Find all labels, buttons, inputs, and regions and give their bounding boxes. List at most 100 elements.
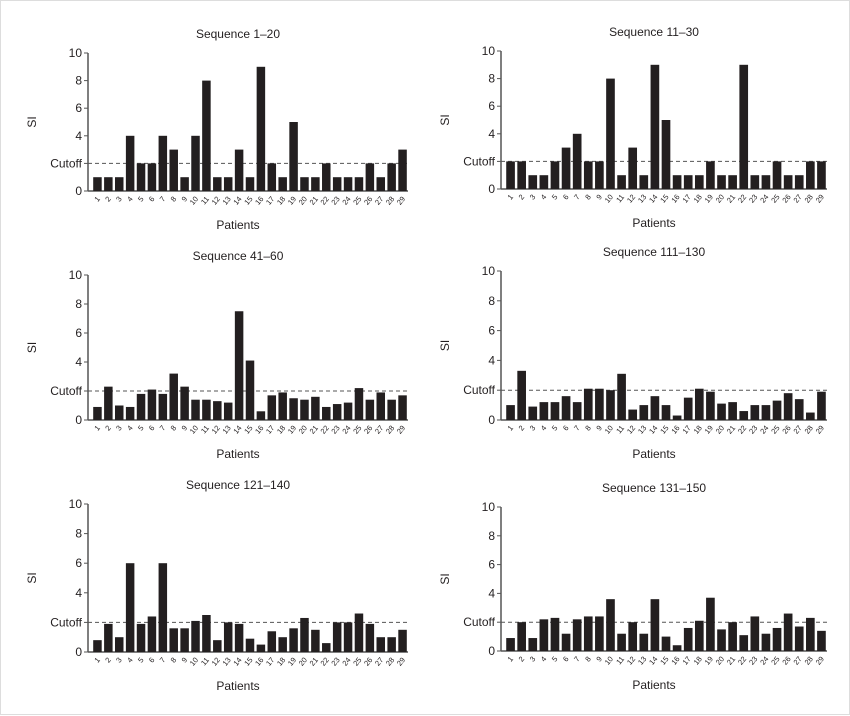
bar-patient-9 bbox=[180, 177, 189, 191]
x-tick-label: 4 bbox=[539, 193, 549, 202]
bar-patient-1 bbox=[93, 177, 102, 191]
x-tick-label: 29 bbox=[814, 655, 826, 667]
y-axis-label: SI bbox=[25, 116, 39, 127]
x-tick-label: 8 bbox=[169, 195, 179, 204]
bar-patient-26 bbox=[365, 399, 375, 420]
y-tick-label: 10 bbox=[69, 497, 83, 511]
x-tick-label: 1 bbox=[506, 424, 516, 433]
bar-patient-29 bbox=[398, 395, 407, 420]
bar-patient-29 bbox=[817, 630, 826, 651]
y-tick-label: 6 bbox=[75, 556, 82, 570]
bar-patient-11 bbox=[617, 175, 626, 189]
x-tick-label: 3 bbox=[114, 195, 124, 204]
bar-patient-8 bbox=[583, 161, 593, 189]
bar-patient-18 bbox=[278, 637, 287, 652]
y-tick-label: 0 bbox=[488, 182, 495, 196]
bar-patient-17 bbox=[267, 395, 277, 420]
bar-patient-16 bbox=[256, 644, 266, 652]
bar-patient-15 bbox=[661, 120, 671, 189]
bar-patient-23 bbox=[332, 177, 342, 191]
bar-patient-25 bbox=[354, 613, 364, 652]
bar-patient-10 bbox=[191, 135, 200, 191]
x-tick-label: 11 bbox=[199, 195, 211, 207]
bar-patient-5 bbox=[136, 393, 146, 420]
bar-patient-4 bbox=[125, 135, 135, 191]
y-tick-label: Cutoff bbox=[50, 384, 82, 398]
bar-patient-6 bbox=[561, 633, 571, 651]
bar-patient-6 bbox=[147, 163, 157, 191]
x-tick-label: 7 bbox=[158, 424, 168, 433]
bar-patient-19 bbox=[706, 597, 715, 651]
x-tick-label: 6 bbox=[561, 424, 571, 433]
bar-patient-24 bbox=[343, 622, 353, 652]
bar-patient-4 bbox=[125, 406, 135, 420]
x-tick-label: 29 bbox=[814, 424, 826, 436]
bar-patient-17 bbox=[267, 163, 277, 191]
chart-title: Sequence 11–30 bbox=[609, 25, 699, 39]
bar-patient-7 bbox=[572, 133, 582, 189]
x-tick-label: 9 bbox=[594, 193, 604, 202]
x-tick-label: 9 bbox=[594, 655, 604, 664]
x-tick-label: 5 bbox=[550, 193, 560, 202]
bar-patient-3 bbox=[528, 175, 538, 189]
x-tick-label: 9 bbox=[180, 656, 190, 665]
bar-patient-5 bbox=[136, 623, 146, 652]
bar-patient-6 bbox=[147, 616, 157, 652]
bar-patient-5 bbox=[550, 161, 560, 189]
bar-patient-1 bbox=[506, 405, 515, 420]
bar-patient-21 bbox=[728, 402, 737, 420]
chart-title: Sequence 41–60 bbox=[193, 249, 284, 263]
x-tick-label: 4 bbox=[125, 195, 135, 204]
bar-patient-12 bbox=[628, 409, 638, 420]
bar-patient-22 bbox=[322, 163, 331, 191]
x-tick-label: 6 bbox=[561, 655, 571, 664]
x-tick-label: 7 bbox=[158, 195, 168, 204]
bar-patient-16 bbox=[256, 411, 266, 420]
bar-patient-2 bbox=[517, 622, 526, 651]
x-tick-label: 7 bbox=[572, 193, 582, 202]
bar-patient-29 bbox=[398, 149, 407, 191]
bar-patient-23 bbox=[750, 405, 760, 420]
bar-patient-20 bbox=[717, 175, 726, 189]
bar-patient-19 bbox=[289, 398, 298, 420]
bar-patient-29 bbox=[398, 629, 407, 652]
y-tick-label: 6 bbox=[75, 326, 82, 340]
bar-patient-28 bbox=[387, 637, 396, 652]
x-tick-label: 2 bbox=[517, 193, 527, 202]
bar-patient-11 bbox=[617, 373, 626, 420]
bar-patient-25 bbox=[772, 400, 782, 420]
y-tick-label: 6 bbox=[488, 99, 495, 113]
bar-patient-17 bbox=[683, 627, 693, 651]
bar-patient-8 bbox=[169, 373, 178, 420]
bar-patient-28 bbox=[387, 163, 396, 191]
bar-patient-21 bbox=[728, 175, 737, 189]
bar-patient-14 bbox=[234, 623, 244, 652]
y-tick-label: 0 bbox=[75, 413, 82, 427]
bar-patient-3 bbox=[528, 638, 538, 651]
bar-patient-14 bbox=[234, 311, 244, 420]
y-tick-label: 6 bbox=[488, 324, 495, 338]
x-axis-label: Patients bbox=[216, 218, 259, 232]
bar-patient-15 bbox=[245, 638, 255, 652]
bar-patient-9 bbox=[180, 628, 189, 652]
x-axis-label: Patients bbox=[216, 679, 259, 693]
x-tick-label: 1 bbox=[92, 195, 102, 204]
y-tick-label: 0 bbox=[488, 413, 495, 427]
y-tick-label: 6 bbox=[75, 101, 82, 115]
x-tick-label: 2 bbox=[103, 424, 113, 433]
x-tick-label: 6 bbox=[561, 193, 571, 202]
bar-patient-8 bbox=[583, 616, 593, 651]
x-tick-label: 3 bbox=[114, 424, 124, 433]
bar-patient-23 bbox=[750, 175, 760, 189]
chart-title: Sequence 131–150 bbox=[602, 481, 706, 495]
x-tick-label: 2 bbox=[103, 195, 113, 204]
bar-patient-27 bbox=[376, 177, 386, 191]
x-tick-label: 8 bbox=[169, 424, 179, 433]
bar-patient-22 bbox=[739, 635, 749, 651]
y-axis-label: SI bbox=[438, 114, 452, 125]
bar-patient-20 bbox=[300, 177, 309, 191]
x-tick-label: 2 bbox=[103, 656, 113, 665]
y-tick-label: 4 bbox=[488, 586, 495, 600]
y-tick-label: 10 bbox=[69, 46, 83, 60]
